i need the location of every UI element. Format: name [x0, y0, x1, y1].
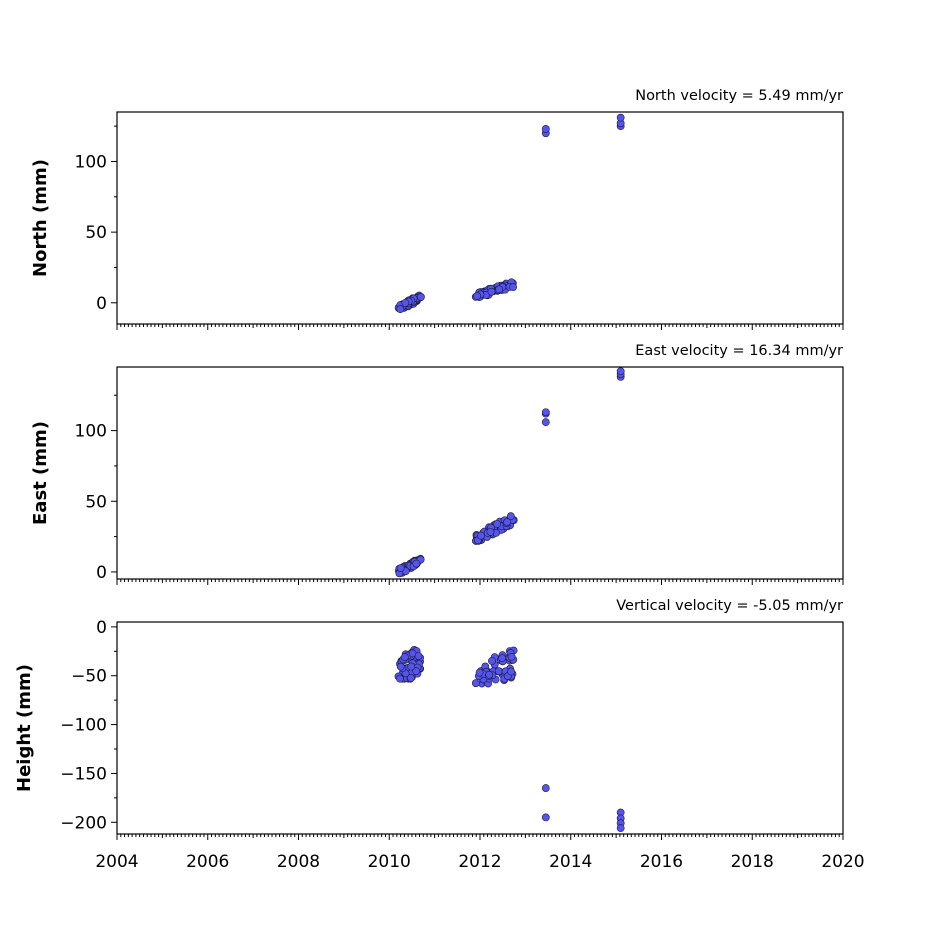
panel-north-yticks: 0 50 100: [75, 125, 117, 314]
data-point: [541, 813, 550, 822]
data-point: [509, 283, 517, 292]
data-point: [471, 679, 480, 688]
panel-north-title: North velocity = 5.49 mm/yr: [635, 88, 843, 104]
xtick-label: 2016: [640, 852, 683, 872]
panel-east: East velocity = 16.34 mm/yr 0 50 100 East …: [30, 343, 844, 585]
data-point: [486, 527, 495, 536]
panel-height: Vertical velocity = -5.05 mm/yr 0 −50 −100…: [14, 598, 844, 840]
panel-height-frame: [116, 621, 844, 835]
ytick-label: 50: [85, 223, 107, 243]
data-point: [503, 518, 512, 526]
data-point: [477, 531, 485, 540]
panel-north-points: [394, 113, 625, 314]
data-point: [407, 662, 416, 671]
data-point: [400, 653, 409, 661]
xtick-label: 2012: [458, 852, 501, 872]
ytick-label: 100: [75, 422, 107, 442]
xtick-label: 2008: [277, 852, 320, 872]
data-point: [412, 667, 421, 676]
data-point: [414, 652, 423, 660]
ytick-label: 0: [96, 563, 107, 583]
data-point: [541, 784, 550, 792]
data-point: [507, 652, 516, 661]
data-point: [541, 408, 550, 417]
data-point: [396, 674, 404, 683]
ytick-label: −200: [60, 813, 107, 833]
data-point: [401, 298, 410, 307]
panel-height-xticks: [116, 834, 844, 840]
panel-north: North velocity = 5.49 mm/yr 0 50 100 North…: [30, 88, 844, 330]
panel-east-xticks: [116, 579, 844, 585]
xtick-label: 2018: [731, 852, 774, 872]
data-point: [495, 285, 504, 294]
xtick-label: 2006: [186, 852, 229, 872]
data-point: [541, 418, 550, 427]
data-point: [473, 292, 482, 300]
data-point: [396, 305, 405, 314]
ytick-label: 0: [96, 618, 107, 638]
data-point: [616, 113, 625, 122]
panel-east-ylabel: East (mm): [30, 421, 51, 525]
panel-north-ylabel: North (mm): [30, 159, 51, 277]
panel-height-title: Vertical velocity = -5.05 mm/yr: [616, 598, 843, 614]
xtick-label: 2004: [95, 852, 138, 872]
data-point: [396, 564, 405, 572]
panel-north-xticks: [116, 324, 844, 330]
x-tick-labels: 2004 2006 2008 2010 2012 2014 2016 2018 2020: [95, 852, 864, 872]
data-point: [396, 662, 405, 671]
data-point: [412, 559, 421, 568]
data-point: [541, 125, 550, 133]
ytick-label: −100: [60, 716, 107, 736]
xtick-label: 2014: [549, 852, 592, 872]
xtick-label: 2010: [368, 852, 411, 872]
ytick-label: 0: [96, 294, 107, 314]
data-point: [498, 654, 507, 663]
xtick-label: 2020: [821, 852, 864, 872]
data-point: [616, 824, 625, 833]
panel-height-points: [394, 646, 625, 833]
data-point: [493, 520, 502, 528]
data-point: [406, 673, 415, 682]
panel-height-ylabel: Height (mm): [14, 664, 35, 792]
ytick-label: −150: [60, 764, 107, 784]
ytick-label: −50: [71, 667, 107, 687]
panel-height-yticks: 0 −50 −100 −150 −200: [60, 618, 117, 833]
panel-east-yticks: 0 50 100: [75, 394, 117, 583]
data-point: [494, 667, 503, 676]
panel-east-points: [394, 367, 625, 578]
data-point: [507, 667, 515, 676]
data-point: [488, 656, 496, 665]
ytick-label: 100: [75, 152, 107, 172]
data-point: [487, 287, 496, 296]
panel-east-title: East velocity = 16.34 mm/yr: [635, 343, 843, 359]
ytick-label: 50: [85, 492, 107, 512]
panel-east-frame: [116, 366, 844, 580]
data-point: [485, 670, 494, 679]
data-point: [417, 293, 425, 301]
data-point: [616, 367, 625, 376]
data-point: [475, 668, 484, 677]
data-point: [506, 512, 515, 521]
